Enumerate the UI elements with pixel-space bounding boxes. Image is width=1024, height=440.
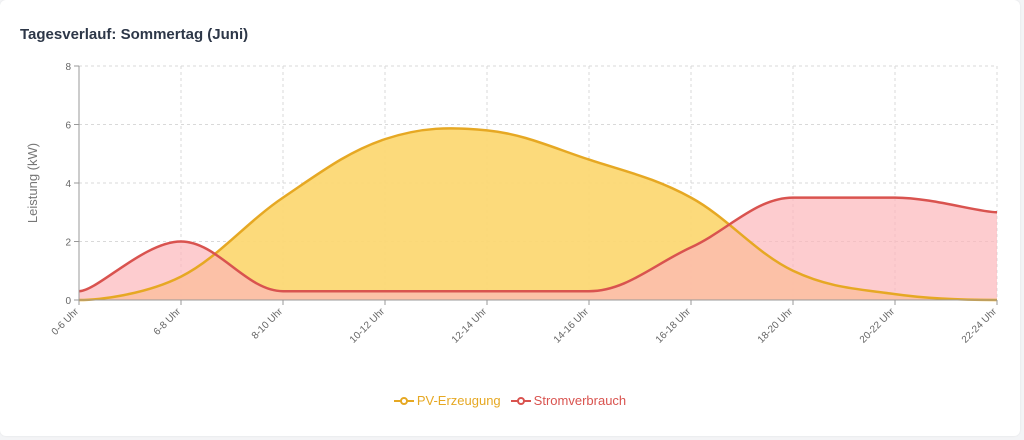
x-tick-label: 20-22 Uhr — [858, 306, 898, 346]
y-tick-label: 0 — [65, 296, 71, 307]
y-tick-label: 4 — [65, 179, 71, 190]
chart-title: Tagesverlauf: Sommertag (Juni) — [20, 26, 249, 43]
x-tick-label: 14-16 Uhr — [552, 306, 592, 346]
x-tick-label: 22-24 Uhr — [960, 306, 1000, 346]
x-tick-label: 16-18 Uhr — [654, 306, 694, 346]
area-consumption — [79, 197, 997, 300]
x-tick-label: 18-20 Uhr — [756, 306, 796, 346]
y-tick-label: 6 — [65, 121, 71, 132]
x-tick-label: 6-8 Uhr — [152, 306, 184, 338]
legend-item-consumption[interactable]: Stromverbrauch — [510, 393, 627, 408]
legend-marker-icon — [510, 396, 531, 406]
series-line-consumption — [78, 196, 998, 293]
x-tick-label: 0-6 Uhr — [50, 306, 82, 338]
x-tick-label: 12-14 Uhr — [450, 306, 490, 346]
y-tick-label: 8 — [65, 62, 71, 73]
legend-label: Stromverbrauch — [533, 393, 627, 408]
series-line-pv — [78, 127, 998, 302]
y-axis-label: Leistung (kW) — [25, 143, 40, 223]
legend-marker-icon — [393, 396, 414, 406]
chart-legend: PV-Erzeugung Stromverbrauch — [0, 393, 1020, 408]
legend-label: PV-Erzeugung — [416, 393, 501, 408]
y-tick-label: 2 — [65, 238, 71, 249]
x-tick-label: 10-12 Uhr — [348, 306, 388, 346]
chart: 0 2 4 6 8 0-6 Uhr 6-8 Uhr 8-10 Uhr 10-12 Uhr 12-1… — [25, 62, 1000, 346]
legend-item-pv[interactable]: PV-Erzeugung — [393, 393, 501, 408]
x-tick-label: 8-10 Uhr — [250, 306, 286, 342]
